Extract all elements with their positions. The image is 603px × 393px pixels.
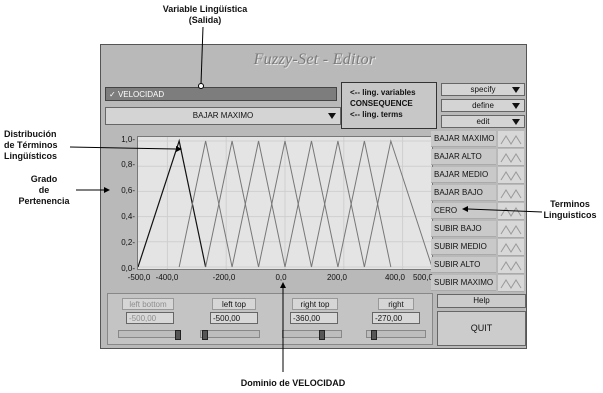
pointer-arrow bbox=[280, 282, 286, 288]
pointer-arrow bbox=[176, 146, 182, 152]
pointer-dot bbox=[199, 84, 204, 89]
pointer-line bbox=[201, 27, 203, 84]
pointer-line bbox=[468, 209, 542, 212]
pointer-line bbox=[70, 147, 176, 149]
pointer-arrow bbox=[104, 187, 110, 193]
pointer-arrow bbox=[462, 206, 468, 212]
